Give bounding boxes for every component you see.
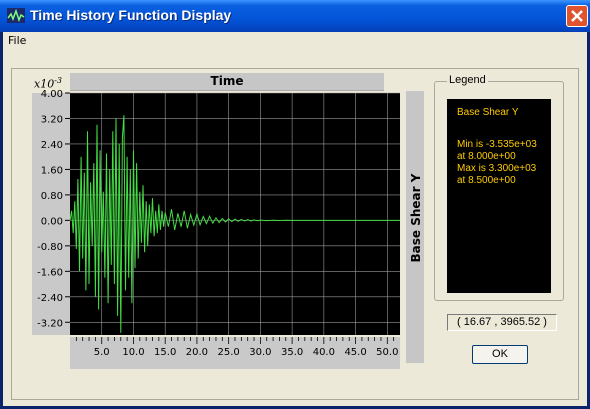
- x-axis-title-bar: Time: [70, 73, 384, 91]
- x-tick-label: 45.0: [344, 347, 366, 358]
- y-axis-multiplier-base: x10: [34, 77, 55, 91]
- y-axis-multiplier: x10-3: [34, 76, 62, 91]
- y-tick-label: -1.60: [37, 267, 63, 278]
- legend-series-name: Base Shear Y: [457, 107, 519, 118]
- time-history-chart[interactable]: 4.00 3.20 2.40 1.60 0.80 0.00 -0.80 -1.60 -2.40 -…: [12, 69, 404, 369]
- x-tick-label: 15.0: [154, 347, 176, 358]
- x-tick-label: 40.0: [313, 347, 335, 358]
- x-axis-panel: [70, 337, 400, 369]
- y-axis-panel: [32, 93, 70, 335]
- legend-min-value: Min is -3.535e+03: [457, 139, 537, 150]
- x-tick-label: 25.0: [218, 347, 240, 358]
- y-tick-label: 0.00: [41, 216, 63, 227]
- close-button[interactable]: [566, 5, 588, 27]
- y-tick-label: 4.00: [41, 89, 63, 100]
- x-tick-label: 5.0: [94, 347, 110, 358]
- x-tick-label: 10.0: [122, 347, 144, 358]
- x-tick-label: 50.0: [376, 347, 398, 358]
- app-icon: [7, 8, 25, 23]
- legend-title: Legend: [447, 74, 488, 86]
- legend-min-time: at 8.000e+00: [457, 151, 516, 162]
- window-title: Time History Function Display: [30, 7, 232, 23]
- y-tick-label: -3.20: [37, 318, 63, 329]
- x-tick-label: 35.0: [281, 347, 303, 358]
- y-tick-label: 3.20: [41, 114, 63, 125]
- y-axis-multiplier-power: -3: [54, 76, 62, 85]
- x-tick-label: 20.0: [186, 347, 208, 358]
- close-icon: [571, 10, 583, 22]
- cursor-coordinates: ( 16.67 , 3965.52 ): [447, 314, 557, 331]
- legend-box: Base Shear Y Min is -3.535e+03 at 8.000e…: [447, 99, 551, 293]
- y-tick-label: 2.40: [41, 140, 63, 151]
- title-bar[interactable]: Time History Function Display: [0, 0, 590, 32]
- ok-button[interactable]: OK: [472, 345, 528, 364]
- legend-max-value: Max is 3.300e+03: [457, 163, 537, 174]
- y-axis-title: Base Shear Y: [409, 173, 423, 263]
- y-tick-label: 1.60: [41, 165, 63, 176]
- y-axis-title-bar: Base Shear Y: [406, 91, 424, 363]
- legend-max-time: at 8.500e+00: [457, 175, 516, 186]
- series-line: [69, 115, 400, 333]
- y-tick-label: -0.80: [37, 242, 63, 253]
- x-tick-label: 30.0: [249, 347, 271, 358]
- menu-file[interactable]: File: [8, 34, 27, 47]
- menu-bar: File: [3, 32, 587, 51]
- y-tick-label: -2.40: [37, 293, 63, 304]
- legend-group: Legend Base Shear Y Min is -3.535e+03 at…: [434, 74, 564, 301]
- y-tick-label: 0.80: [41, 191, 63, 202]
- x-axis-title: Time: [210, 74, 244, 88]
- window-client: File Time x10-3 4.00 3.20 2.40 1.60 0.80 0.00…: [3, 32, 587, 406]
- plot-panel: Time x10-3 4.00 3.20 2.40 1.60 0.80 0.00 -0.80…: [11, 68, 579, 400]
